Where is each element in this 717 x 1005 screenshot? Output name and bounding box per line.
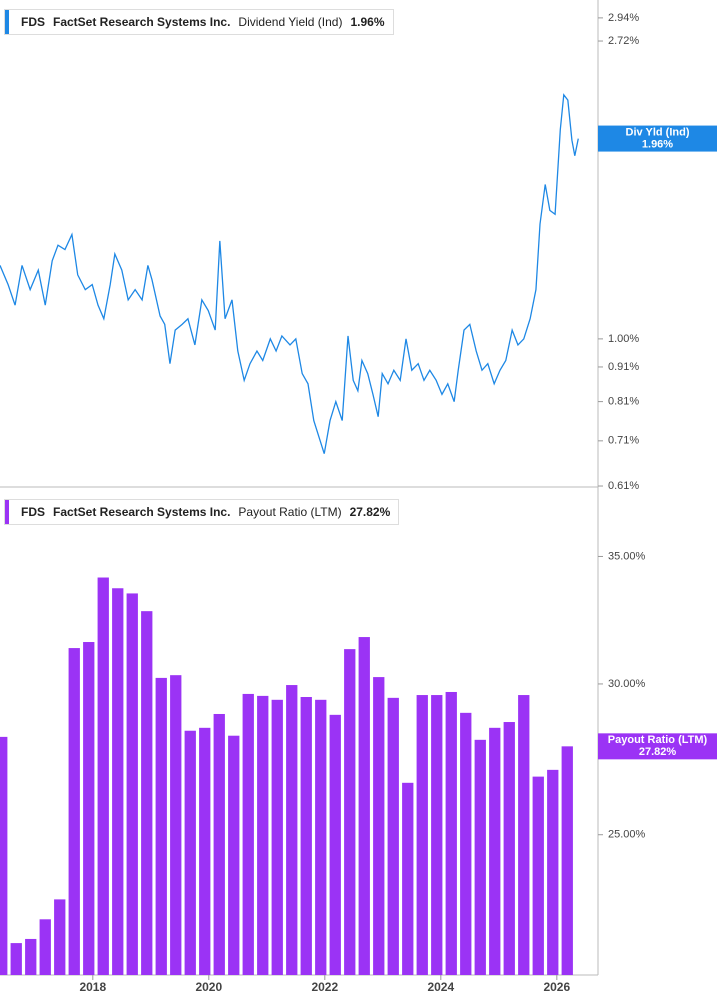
bar [184,730,196,975]
bar [358,637,370,975]
value-tag [598,733,717,760]
bar [54,899,66,975]
bar [416,695,428,975]
bar [286,685,298,975]
y-tick-label: 0.81% [608,396,639,408]
header-series-name: Dividend Yield (Ind) [238,15,343,29]
value-tag-name: Payout Ratio (LTM) [608,734,708,746]
bar [387,697,399,975]
bar [271,699,283,975]
bar [561,746,573,975]
bar [170,675,182,975]
bar [474,739,486,975]
x-tick-label: 2022 [311,980,338,994]
header-company: FactSet Research Systems Inc. [53,15,231,29]
bar [547,769,559,975]
bar [155,677,167,975]
bar [199,727,211,975]
bar [518,695,530,975]
header-series-name: Payout Ratio (LTM) [238,505,342,519]
bar [460,712,472,975]
bar [257,695,269,975]
bar [68,648,80,975]
bar [97,577,109,975]
x-tick-label: 2018 [79,980,106,994]
bar [373,677,385,975]
bar [213,713,225,975]
bar [445,691,457,975]
header-ticker: FDS [21,505,45,519]
y-tick-label: 30.00% [608,678,646,690]
bar [242,693,254,975]
series-header: FDS FactSet Research Systems Inc. Payout R… [4,499,400,525]
bar [532,776,544,975]
series-header: FDS FactSet Research Systems Inc. Dividend… [4,9,394,35]
y-tick-label: 0.61% [608,480,639,492]
bar [83,642,95,975]
bar [126,593,138,975]
y-tick-label: 25.00% [608,829,646,841]
x-tick-label: 2020 [195,980,222,994]
bar [141,611,153,975]
bar [0,736,8,975]
bar [112,588,124,975]
bar [10,943,22,975]
bar [489,727,501,975]
header-company: FactSet Research Systems Inc. [53,505,231,519]
y-tick-label: 0.71% [608,435,639,447]
header-value: 1.96% [350,15,385,29]
header-ticker: FDS [21,15,45,29]
value-tag [598,125,717,152]
bar [344,649,356,975]
bar [300,697,312,975]
header-color-bar [5,500,9,524]
x-tick-label: 2026 [543,980,570,994]
value-tag-name: Div Yld (Ind) [626,126,690,138]
bar [431,695,443,975]
y-tick-label: 2.94% [608,12,639,24]
bar [39,919,51,975]
value-tag-value: 1.96% [642,138,673,150]
bar [315,699,327,975]
x-tick-label: 2024 [427,980,454,994]
y-tick-label: 2.72% [608,35,639,47]
header-color-bar [5,10,9,34]
bar [228,735,240,975]
value-tag-value: 27.82% [639,746,677,758]
header-value: 27.82% [349,505,391,519]
y-tick-label: 35.00% [608,550,646,562]
bar [25,938,37,975]
y-tick-label: 1.00% [608,333,639,345]
y-tick-label: 0.91% [608,361,639,373]
bar [503,722,515,975]
bar [402,782,414,975]
line [0,93,579,454]
bar [329,714,341,975]
